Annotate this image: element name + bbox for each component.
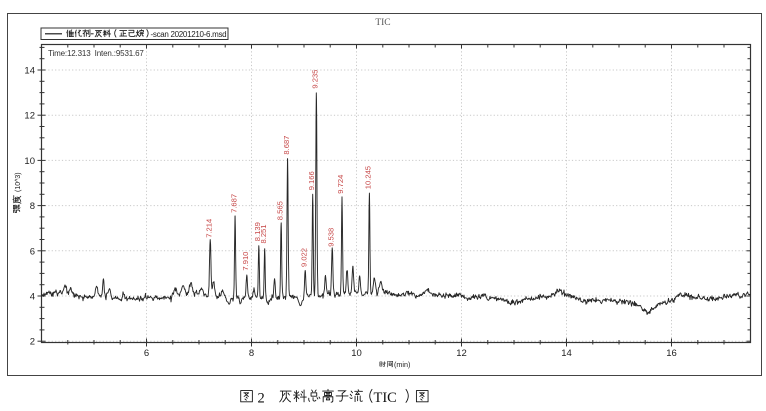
svg-text:9.235: 9.235 (311, 70, 320, 89)
svg-text:12: 12 (24, 111, 35, 122)
svg-text:2: 2 (258, 391, 265, 407)
svg-text:10.245: 10.245 (364, 166, 373, 189)
svg-text:2: 2 (30, 337, 35, 348)
svg-text:10: 10 (24, 156, 35, 167)
svg-text:8: 8 (30, 201, 35, 212)
svg-text:9.724: 9.724 (336, 175, 345, 194)
svg-text:9.022: 9.022 (299, 248, 308, 267)
svg-text:14: 14 (561, 348, 572, 359)
svg-text:9.166: 9.166 (307, 171, 316, 190)
svg-text:8.565: 8.565 (275, 201, 284, 220)
svg-text:12: 12 (456, 348, 467, 359)
svg-text:14: 14 (24, 66, 35, 77)
svg-text:7.214: 7.214 (204, 219, 213, 238)
svg-text:6: 6 (30, 246, 35, 257)
svg-text:6: 6 (144, 348, 149, 359)
svg-text:(min): (min) (394, 360, 410, 369)
svg-text:16: 16 (666, 348, 677, 359)
svg-text:10: 10 (351, 348, 362, 359)
svg-text:TIC: TIC (375, 18, 390, 28)
svg-text:7.687: 7.687 (229, 194, 238, 213)
svg-text:(10^3): (10^3) (15, 172, 22, 192)
svg-text:9.538: 9.538 (326, 228, 335, 247)
svg-text:TIC: TIC (374, 390, 397, 406)
svg-text:4: 4 (30, 292, 35, 303)
svg-text:-scan 20201210-6.msd: -scan 20201210-6.msd (151, 30, 227, 39)
svg-text:8.687: 8.687 (282, 136, 291, 155)
svg-text:8.139: 8.139 (253, 222, 262, 241)
svg-text:7.910: 7.910 (241, 252, 250, 271)
svg-text:8.251: 8.251 (259, 224, 268, 243)
svg-text:Time:12.313 Inten.:9531.67: Time:12.313 Inten.:9531.67 (48, 49, 144, 58)
svg-text:8: 8 (249, 348, 254, 359)
